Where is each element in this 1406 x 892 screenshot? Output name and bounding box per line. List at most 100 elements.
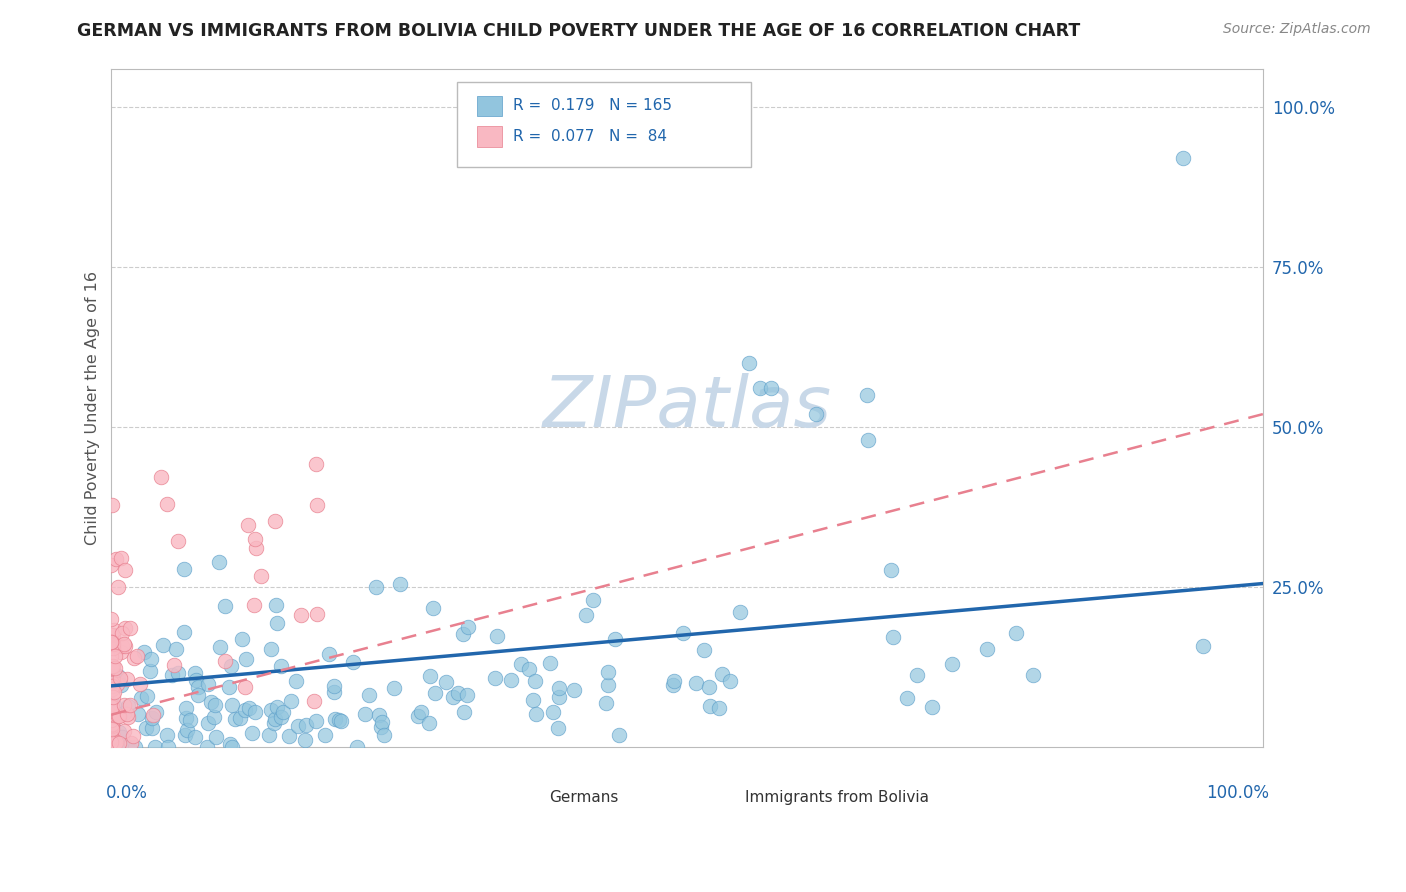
Point [195,739,218,754]
Point [484,671,506,685]
Point [104,649,127,664]
Point [280,694,302,708]
Point [522,693,544,707]
Point [110,551,132,566]
Point [101,699,124,714]
Point [250,568,273,582]
Point [117,739,139,754]
Point [108,671,131,685]
Point [457,620,479,634]
Point [204,710,226,724]
Point [697,680,720,694]
Point [105,673,128,687]
Point [235,651,257,665]
Point [187,688,209,702]
Point [101,659,124,673]
Point [100,634,122,648]
Point [243,706,266,720]
Point [221,739,243,754]
Point [941,657,963,672]
Point [304,714,326,728]
Point [718,673,741,688]
Point [111,639,134,653]
Point [167,666,190,681]
Point [287,719,309,733]
FancyBboxPatch shape [457,82,751,167]
Point [120,621,142,635]
Point [318,647,340,661]
Point [456,688,478,702]
Point [103,713,125,727]
Point [266,700,288,714]
Point [112,724,135,739]
Point [804,407,827,421]
Point [730,605,752,619]
Text: 100.0%: 100.0% [1206,784,1270,802]
Point [260,703,283,717]
Point [112,698,135,712]
Point [209,640,232,654]
Point [233,703,256,717]
Point [112,706,135,721]
Point [219,738,242,752]
Point [517,662,540,676]
Point [103,636,125,650]
Point [214,599,236,614]
Point [231,632,253,646]
Point [122,650,145,665]
Point [100,628,122,642]
Point [285,673,308,688]
Point [145,705,167,719]
Point [197,677,219,691]
Point [208,555,231,569]
Point [218,680,240,694]
Point [100,679,122,693]
Point [104,710,127,724]
Point [921,700,943,714]
Point [110,678,132,692]
Point [105,739,128,754]
Point [548,681,571,695]
Point [152,638,174,652]
Y-axis label: Child Poverty Under the Age of 16: Child Poverty Under the Age of 16 [86,270,100,545]
Point [100,713,122,727]
Point [156,497,179,511]
Point [143,739,166,754]
Point [1192,639,1215,653]
Point [110,645,132,659]
Point [453,706,475,720]
Point [856,433,879,447]
Bar [477,126,502,146]
Point [685,675,707,690]
Point [879,563,901,577]
Point [562,682,585,697]
Point [160,668,183,682]
Point [370,719,392,733]
Point [204,698,226,712]
Point [111,625,134,640]
Point [425,685,447,699]
Point [882,630,904,644]
Point [538,657,561,671]
Point [103,685,125,699]
Point [575,608,598,623]
Bar [710,788,735,807]
Point [141,722,163,736]
Point [305,498,328,512]
Point [122,729,145,743]
Point [323,712,346,726]
Point [101,675,124,690]
Point [264,712,287,726]
Point [100,612,122,626]
Point [138,664,160,678]
Point [295,718,318,732]
Point [388,577,411,591]
Text: Germans: Germans [550,790,619,805]
Point [128,677,150,691]
Point [263,514,285,528]
Point [135,721,157,735]
Point [100,634,122,648]
Point [510,657,533,672]
Point [114,621,136,635]
Point [103,673,125,688]
